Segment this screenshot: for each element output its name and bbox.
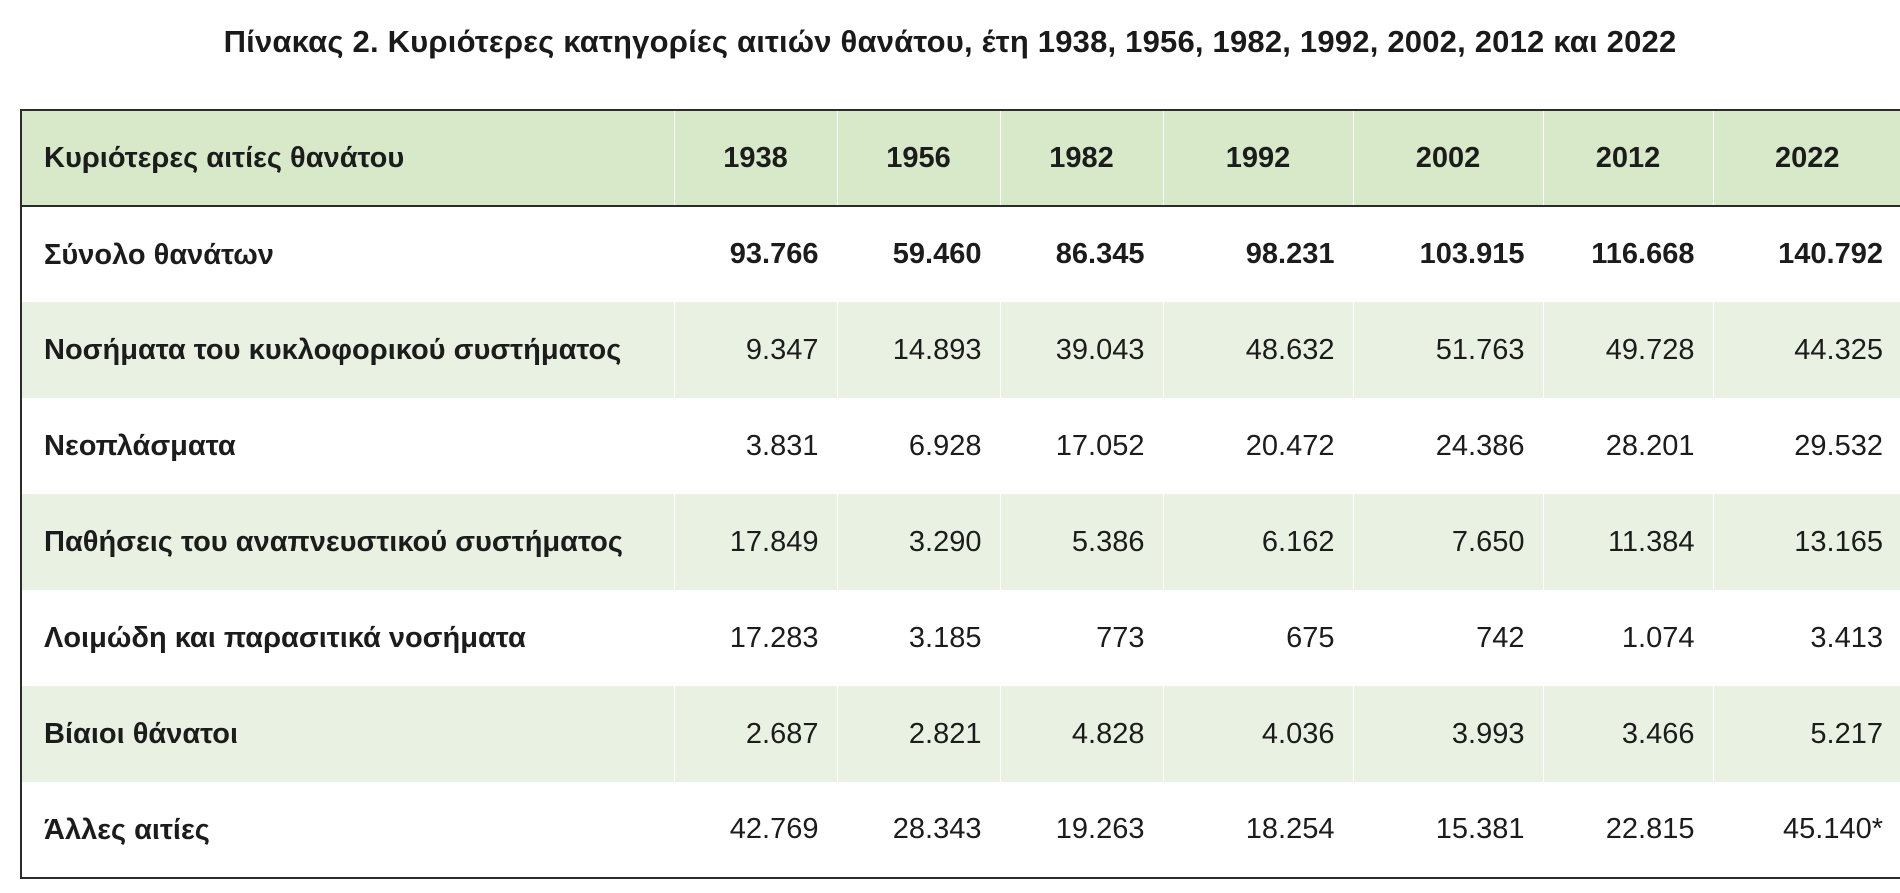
cell-value: 93.766: [673, 206, 837, 302]
table-row-infectious: Λοιμώδη και παρασιτικά νοσήματα 17.283 3…: [20, 590, 1900, 686]
table-row-total-deaths: Σύνολο θανάτων 93.766 59.460 86.345 98.2…: [20, 206, 1900, 302]
cell-value: 1.074: [1542, 590, 1713, 686]
cell-value: 17.849: [673, 494, 837, 590]
cell-value: 3.413: [1712, 590, 1900, 686]
header-cause-label: Κυριότερες αιτίες θανάτου: [20, 109, 674, 207]
cell-value: 39.043: [999, 302, 1163, 398]
cell-value: 3.185: [836, 590, 1000, 686]
cell-value: 2.821: [836, 686, 1000, 782]
table-row-neoplasms: Νεοπλάσματα 3.831 6.928 17.052 20.472 24…: [20, 398, 1900, 494]
cell-value: 49.728: [1542, 302, 1713, 398]
cell-value: 7.650: [1352, 494, 1543, 590]
table-row-respiratory: Παθήσεις του αναπνευστικού συστήματος 17…: [20, 494, 1900, 590]
header-year-2002: 2002: [1352, 109, 1543, 207]
cell-value: 86.345: [999, 206, 1163, 302]
cell-value: 98.231: [1162, 206, 1353, 302]
cell-value: 22.815: [1542, 782, 1713, 879]
cell-value: 15.381: [1352, 782, 1543, 879]
cell-value: 9.347: [673, 302, 837, 398]
cell-value: 24.386: [1352, 398, 1543, 494]
cell-value: 140.792: [1712, 206, 1900, 302]
causes-of-death-table-container: Κυριότερες αιτίες θανάτου 1938 1956 1982…: [20, 109, 1900, 879]
row-label: Λοιμώδη και παρασιτικά νοσήματα: [20, 590, 674, 686]
cell-value: 742: [1352, 590, 1543, 686]
cell-value: 4.036: [1162, 686, 1353, 782]
cell-value: 28.343: [836, 782, 1000, 879]
cell-value: 5.217: [1712, 686, 1900, 782]
cell-value: 48.632: [1162, 302, 1353, 398]
cell-value: 51.763: [1352, 302, 1543, 398]
cell-value: 2.687: [673, 686, 837, 782]
cell-value: 3.831: [673, 398, 837, 494]
header-year-2022: 2022: [1712, 109, 1900, 207]
cell-value: 116.668: [1542, 206, 1713, 302]
row-label: Νοσήματα του κυκλοφορικού συστήματος: [20, 302, 674, 398]
row-label: Άλλες αιτίες: [20, 782, 674, 879]
header-year-1956: 1956: [836, 109, 1000, 207]
table-row-other-causes: Άλλες αιτίες 42.769 28.343 19.263 18.254…: [20, 782, 1900, 879]
cell-value: 3.993: [1352, 686, 1543, 782]
causes-of-death-table: Κυριότερες αιτίες θανάτου 1938 1956 1982…: [20, 109, 1900, 879]
table-row-circulatory: Νοσήματα του κυκλοφορικού συστήματος 9.3…: [20, 302, 1900, 398]
cell-value: 44.325: [1712, 302, 1900, 398]
cell-value: 42.769: [673, 782, 837, 879]
cell-value: 28.201: [1542, 398, 1713, 494]
cell-value: 773: [999, 590, 1163, 686]
cell-value: 29.532: [1712, 398, 1900, 494]
cell-value: 59.460: [836, 206, 1000, 302]
header-year-2012: 2012: [1542, 109, 1713, 207]
header-year-1938: 1938: [673, 109, 837, 207]
row-label: Παθήσεις του αναπνευστικού συστήματος: [20, 494, 674, 590]
cell-value: 17.052: [999, 398, 1163, 494]
cell-value: 6.162: [1162, 494, 1353, 590]
cell-value: 20.472: [1162, 398, 1353, 494]
cell-value: 4.828: [999, 686, 1163, 782]
header-year-1982: 1982: [999, 109, 1163, 207]
cell-value: 3.290: [836, 494, 1000, 590]
table-title: Πίνακας 2. Κυριότερες κατηγορίες αιτιών …: [223, 24, 1677, 59]
cell-value: 19.263: [999, 782, 1163, 879]
cell-value: 675: [1162, 590, 1353, 686]
table-header-row: Κυριότερες αιτίες θανάτου 1938 1956 1982…: [20, 109, 1900, 207]
cell-value: 6.928: [836, 398, 1000, 494]
row-label: Σύνολο θανάτων: [20, 206, 674, 302]
cell-value: 14.893: [836, 302, 1000, 398]
header-year-1992: 1992: [1162, 109, 1353, 207]
cell-value: 5.386: [999, 494, 1163, 590]
table-row-violent-deaths: Βίαιοι θάνατοι 2.687 2.821 4.828 4.036 3…: [20, 686, 1900, 782]
cell-value: 3.466: [1542, 686, 1713, 782]
cell-value: 17.283: [673, 590, 837, 686]
cell-value: 11.384: [1542, 494, 1713, 590]
cell-value: 13.165: [1712, 494, 1900, 590]
cell-value: 103.915: [1352, 206, 1543, 302]
cell-value: 45.140*: [1712, 782, 1900, 879]
row-label: Βίαιοι θάνατοι: [20, 686, 674, 782]
cell-value: 18.254: [1162, 782, 1353, 879]
row-label: Νεοπλάσματα: [20, 398, 674, 494]
